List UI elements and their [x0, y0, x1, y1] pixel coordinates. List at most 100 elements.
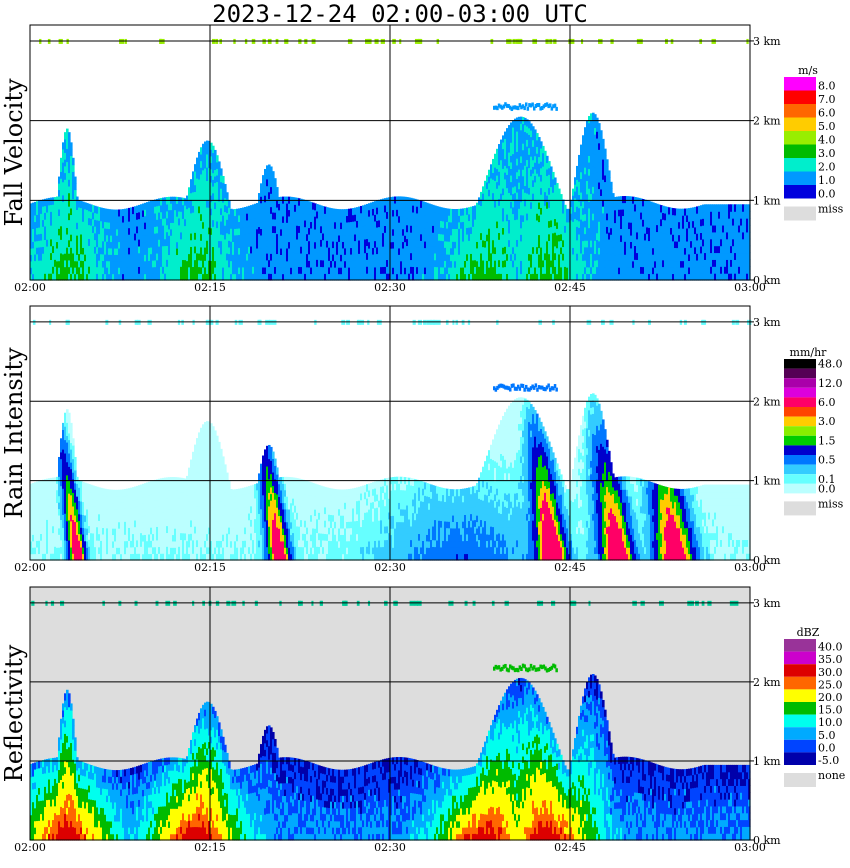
heat-cell: [204, 161, 207, 169]
heat-cell: [144, 222, 147, 230]
heat-cell: [228, 200, 231, 208]
heat-cell: [178, 224, 181, 233]
heat-cell: [82, 214, 85, 222]
heat-cell: [158, 205, 161, 213]
heat-cell: [152, 240, 155, 248]
heat-cell: [188, 233, 191, 241]
heat-cell: [60, 218, 63, 227]
heat-cell: [34, 260, 37, 268]
heat-cell: [108, 209, 111, 217]
heat-cell: [144, 267, 147, 275]
heat-cell: [64, 172, 67, 180]
heat-cell: [34, 201, 37, 210]
heat-cell: [64, 232, 67, 241]
heat-cell: [72, 212, 75, 220]
heat-cell: [70, 142, 73, 150]
heat-cell: [602, 138, 605, 147]
heat-cell: [184, 259, 187, 267]
heat-cell: [130, 233, 133, 241]
heat-cell: [82, 253, 85, 262]
heat-cell: [206, 140, 209, 148]
heat-cell: [182, 245, 185, 254]
heat-cell: [198, 232, 201, 241]
heat-cell: [42, 273, 45, 281]
heat-cell: [192, 205, 195, 213]
heat-cell: [208, 140, 211, 149]
heat-cell: [112, 273, 115, 281]
heat-cell: [82, 266, 85, 275]
heat-cell: [200, 226, 203, 235]
heat-cell: [184, 273, 187, 281]
heat-cell: [146, 254, 149, 262]
heat-cell: [160, 211, 163, 220]
heat-cell: [174, 228, 177, 236]
heat-cell: [216, 201, 219, 209]
heat-cell: [72, 252, 75, 261]
heat-cell: [136, 252, 139, 261]
heat-cell: [212, 219, 215, 227]
heat-cell: [46, 273, 49, 281]
heat-cell: [68, 179, 71, 187]
heat-cell: [64, 239, 67, 247]
heat-cell: [110, 215, 113, 223]
heat-cell: [198, 246, 201, 254]
heat-cell: [214, 221, 217, 229]
heat-cell: [196, 225, 199, 233]
heat-cell: [208, 266, 211, 274]
heat-cell: [66, 260, 69, 268]
heat-cell: [216, 234, 219, 242]
heat-cell: [60, 198, 63, 206]
heat-cell: [200, 220, 203, 228]
heat-cell: [74, 228, 77, 236]
heat-cell: [118, 260, 121, 268]
heat-cell: [158, 273, 161, 281]
heat-cell: [40, 199, 43, 208]
heat-cell: [70, 240, 73, 248]
heat-cell: [144, 254, 147, 262]
heat-cell: [34, 253, 37, 262]
heat-cell: [86, 241, 89, 249]
heat-cell: [40, 246, 43, 254]
heat-cell: [62, 253, 65, 261]
heat-cell: [206, 260, 209, 268]
heat-cell: [56, 202, 59, 210]
heat-cell: [60, 232, 63, 240]
heat-cell: [46, 232, 49, 240]
heat-cell: [98, 260, 101, 268]
heat-cell: [104, 227, 107, 236]
heat-cell: [158, 259, 161, 268]
heat-cell: [226, 192, 229, 200]
heat-cell: [168, 216, 171, 224]
heat-cell: [44, 266, 47, 274]
heat-cell: [214, 188, 217, 197]
heat-cell: [206, 167, 209, 175]
heat-cell: [182, 252, 185, 261]
heat-cell: [56, 267, 59, 275]
heat-cell: [96, 226, 99, 234]
heat-cell: [110, 209, 113, 217]
heat-cell: [194, 211, 197, 220]
heat-cell: [60, 273, 63, 281]
heat-cell: [172, 247, 175, 255]
heat-cell: [88, 203, 91, 212]
heat-cell: [210, 188, 213, 196]
heat-cell: [212, 273, 215, 281]
heat-cell: [184, 205, 187, 213]
heat-cell: [138, 239, 141, 247]
heat-cell: [106, 215, 109, 223]
heat-cell: [84, 215, 87, 223]
heat-cell: [54, 224, 57, 233]
heat-cell: [44, 252, 47, 261]
heat-cell: [130, 246, 133, 255]
heat-cell: [208, 246, 211, 255]
heat-cell: [192, 266, 195, 274]
heat-cell: [92, 245, 95, 254]
heat-cell: [150, 220, 153, 228]
heat-cell: [180, 252, 183, 260]
heat-cell: [194, 177, 197, 186]
heat-cell: [134, 273, 137, 281]
heat-cell: [170, 235, 173, 243]
heat-cell: [60, 205, 63, 213]
heat-cell: [120, 209, 123, 217]
heat-cell: [206, 240, 209, 248]
